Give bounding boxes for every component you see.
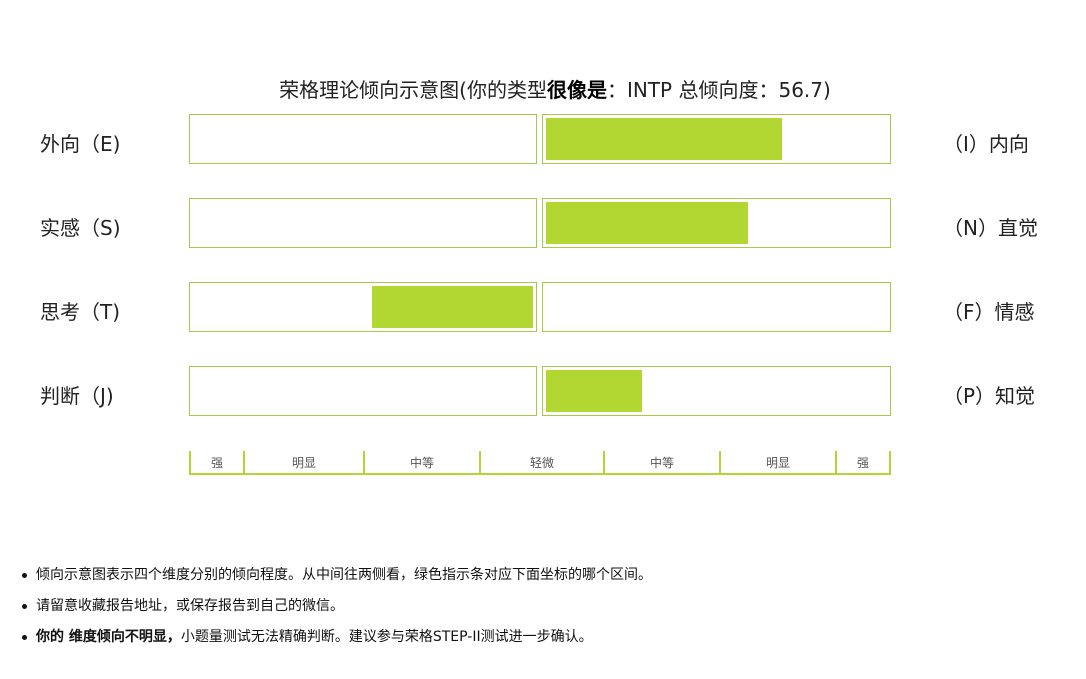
right-track [542,282,891,332]
scale-label: 强 [856,456,870,470]
dimension-row: 判断（J) （P）知觉 [0,366,1086,418]
left-track [189,114,537,164]
note-item: 倾向示意图表示四个维度分别的倾向程度。从中间往两侧看，绿色指示条对应下面坐标的哪… [22,564,652,595]
note-text: 倾向示意图表示四个维度分别的倾向程度。从中间往两侧看，绿色指示条对应下面坐标的哪… [36,567,652,583]
tendency-bar [372,286,533,328]
dimension-right-label: （F）情感 [943,300,1035,324]
dimension-row: 实感（S) （N）直觉 [0,198,1086,250]
strength-scale: 强 明显 中等 轻微 中等 明显 强 [189,451,891,475]
tendency-bar [546,370,642,412]
dimension-left-label: 实感（S) [40,216,121,240]
dimension-right-label: （P）知觉 [943,384,1036,408]
title-suffix: ：INTP 总倾向度：56.7) [606,78,831,102]
scale-tick [889,451,891,473]
scale-label: 中等 [649,456,675,470]
scale-tick [363,451,365,473]
tendency-bar [546,202,748,244]
scale-label: 明显 [765,456,791,470]
left-track [189,366,537,416]
right-track [542,114,891,164]
scale-tick [835,451,837,473]
dimension-row: 思考（T) （F）情感 [0,282,1086,334]
scale-tick [603,451,605,473]
dimension-left-label: 判断（J) [40,384,114,408]
note-item: 请留意收藏报告地址，或保存报告到自己的微信。 [22,595,652,626]
right-track [542,198,891,248]
note-item: 你的 维度倾向不明显，小题量测试无法精确判断。建议参与荣格STEP-II测试进一… [22,626,652,657]
scale-tick [243,451,245,473]
scale-label: 中等 [409,456,435,470]
left-track [189,282,537,332]
chart-title: 荣格理论倾向示意图(你的类型很像是：INTP 总倾向度：56.7) [0,74,1086,103]
note-bold: 你的 维度倾向不明显， [36,629,181,645]
scale-tick [719,451,721,473]
tendency-bar [546,118,782,160]
scale-label: 轻微 [529,456,555,470]
dimension-left-label: 外向（E) [40,132,121,156]
dimension-right-label: （I）内向 [943,132,1029,156]
notes-list: 倾向示意图表示四个维度分别的倾向程度。从中间往两侧看，绿色指示条对应下面坐标的哪… [22,564,652,657]
title-prefix: 荣格理论倾向示意图(你的类型 [279,78,547,102]
left-track [189,198,537,248]
right-track [542,366,891,416]
note-text: 请留意收藏报告地址，或保存报告到自己的微信。 [36,598,344,614]
dimension-row: 外向（E) （I）内向 [0,114,1086,166]
scale-tick [189,451,191,473]
dimension-right-label: （N）直觉 [943,216,1038,240]
scale-tick [479,451,481,473]
dimension-left-label: 思考（T) [40,300,121,324]
title-bold: 很像是 [546,78,607,102]
scale-label: 明显 [291,456,317,470]
scale-label: 强 [210,456,224,470]
note-text: 小题量测试无法精确判断。建议参与荣格STEP-II测试进一步确认。 [180,629,593,645]
